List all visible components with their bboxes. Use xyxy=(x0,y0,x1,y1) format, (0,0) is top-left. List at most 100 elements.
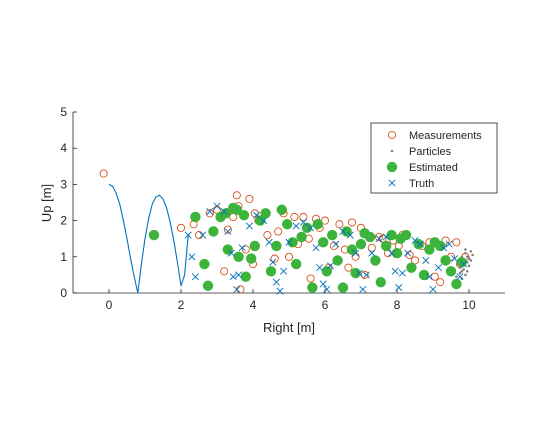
measurement-point xyxy=(360,270,369,279)
truth-point xyxy=(368,249,376,257)
estimated-point xyxy=(199,258,210,270)
estimated-point xyxy=(231,204,242,215)
truth-point xyxy=(272,278,280,286)
particle-point xyxy=(467,264,471,268)
truth-point xyxy=(382,233,390,241)
estimated-point xyxy=(202,280,214,291)
estimated-point xyxy=(337,282,349,293)
truth-point xyxy=(292,222,300,230)
estimated-point xyxy=(287,237,298,248)
x-axis-ticks: 0 2 4 6 8 10 xyxy=(106,289,476,312)
axes xyxy=(72,112,505,294)
particle-point xyxy=(467,257,471,260)
truth-point xyxy=(375,235,383,243)
estimated-point xyxy=(240,271,251,282)
particle-point xyxy=(460,269,464,273)
estimated-point xyxy=(249,240,260,252)
legend-box xyxy=(370,122,498,194)
measurement-point xyxy=(270,254,279,263)
estimated-point xyxy=(350,267,361,279)
measurement-point xyxy=(306,274,315,283)
estimated-point xyxy=(332,255,343,266)
truth-point xyxy=(352,249,360,257)
measurement-point xyxy=(236,285,245,294)
particle-point xyxy=(464,251,467,255)
x-tick-label: 0 xyxy=(106,298,113,312)
series-truth xyxy=(184,202,468,295)
measurement-point xyxy=(436,278,445,287)
marks-layer xyxy=(99,169,474,295)
truth-point xyxy=(460,260,468,268)
estimated-point xyxy=(375,276,386,288)
legend-marker-truth xyxy=(388,179,396,187)
legend-marker-measurements xyxy=(387,130,397,140)
particle-point xyxy=(471,253,474,257)
estimated-point xyxy=(400,229,412,241)
estimated-point xyxy=(327,229,338,241)
x-tick-label: 6 xyxy=(322,298,329,312)
measurement-point xyxy=(452,238,461,247)
estimated-point xyxy=(386,229,397,241)
measurement-point xyxy=(284,252,294,261)
estimated-point xyxy=(190,211,201,223)
measurement-point xyxy=(290,212,299,222)
truth-point xyxy=(220,208,228,216)
particle-point xyxy=(469,250,473,253)
truth-point xyxy=(440,244,448,252)
measurement-point xyxy=(241,245,250,254)
estimated-point xyxy=(301,222,313,234)
y-tick-label: 0 xyxy=(60,286,67,300)
legend-items: Measurements Particles Estimated Truth xyxy=(386,130,482,190)
truth-point xyxy=(323,285,331,293)
truth-point xyxy=(188,253,196,261)
estimated-point xyxy=(271,240,282,252)
truth-point xyxy=(191,273,199,281)
truth-point xyxy=(319,280,327,288)
legend-label-estimated: Estimated xyxy=(409,162,458,174)
estimated-point xyxy=(445,266,457,277)
truth-point xyxy=(184,231,192,239)
particle-point xyxy=(462,268,465,271)
truth-point xyxy=(269,258,277,266)
truth-point xyxy=(213,202,221,210)
truth-point xyxy=(238,244,246,252)
particle-point xyxy=(464,273,467,277)
estimated-point xyxy=(208,226,219,237)
truth-point xyxy=(280,267,288,275)
estimated-point xyxy=(265,266,277,277)
trajectory-line xyxy=(108,183,189,294)
particle-point xyxy=(469,259,473,262)
truth-point xyxy=(359,285,367,293)
x-tick-label: 4 xyxy=(250,298,257,312)
truth-point xyxy=(265,238,273,246)
y-axis-ticks: 0 1 2 3 4 5 xyxy=(60,105,77,300)
measurement-point xyxy=(220,267,229,276)
truth-point xyxy=(326,262,334,270)
estimated-point xyxy=(370,255,381,266)
truth-point xyxy=(434,264,442,272)
estimated-point xyxy=(148,229,160,241)
truth-point xyxy=(411,236,419,245)
measurement-point xyxy=(263,231,272,240)
legend-label-particles: Particles xyxy=(409,146,452,158)
measurement-point xyxy=(176,223,186,232)
measurement-point xyxy=(99,169,108,178)
truth-point xyxy=(253,211,261,219)
estimated-point xyxy=(451,278,462,290)
particle-point xyxy=(465,269,469,273)
y-axis-label: Up [m] xyxy=(39,184,54,222)
series-estimated xyxy=(148,202,467,293)
truth-point xyxy=(416,240,424,248)
truth-point xyxy=(404,249,412,257)
estimated-point xyxy=(276,204,287,215)
truth-point xyxy=(332,240,340,248)
truth-point xyxy=(451,255,459,263)
truth-point xyxy=(355,269,363,277)
truth-point xyxy=(285,238,293,246)
y-tick-label: 1 xyxy=(60,250,67,264)
estimated-point xyxy=(440,255,451,266)
truth-point xyxy=(245,222,253,230)
legend-marker-particles xyxy=(390,149,394,153)
legend-label-measurements: Measurements xyxy=(409,130,482,142)
truth-point xyxy=(233,285,241,293)
